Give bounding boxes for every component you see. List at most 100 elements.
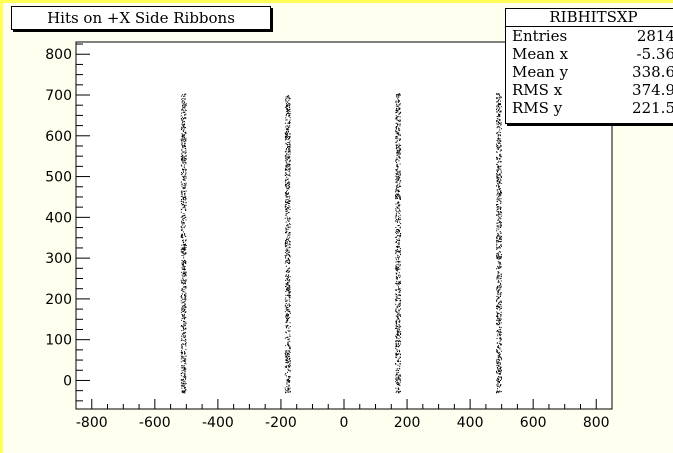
- hit-point: [287, 156, 289, 158]
- hit-point: [289, 380, 291, 382]
- hit-point: [499, 295, 501, 297]
- hit-point: [285, 246, 287, 248]
- hit-point: [183, 160, 185, 162]
- hit-point: [287, 310, 289, 312]
- hit-point: [396, 157, 398, 159]
- hit-point: [287, 145, 288, 147]
- hit-point: [500, 307, 502, 309]
- hit-point: [285, 101, 287, 103]
- hit-point: [497, 93, 499, 95]
- hit-point: [396, 189, 398, 191]
- hit-point: [497, 100, 499, 102]
- hit-point: [497, 330, 499, 332]
- hit-point: [288, 384, 290, 386]
- hit-point: [396, 126, 398, 127]
- hit-point: [496, 198, 498, 200]
- hit-point: [285, 169, 287, 170]
- hit-point: [185, 383, 187, 385]
- hit-point: [497, 355, 499, 357]
- hit-point: [185, 197, 187, 199]
- hit-point: [285, 249, 287, 251]
- hit-point: [398, 328, 400, 330]
- hit-point: [397, 207, 399, 209]
- hit-point: [182, 220, 184, 221]
- hit-point: [496, 105, 498, 107]
- hit-point: [397, 193, 399, 195]
- hit-point: [398, 289, 400, 291]
- hit-point: [286, 319, 288, 321]
- hit-point: [397, 178, 399, 180]
- hit-point: [182, 315, 183, 317]
- hit-point: [497, 335, 499, 337]
- hit-point: [287, 111, 289, 112]
- hit-point: [182, 139, 184, 141]
- hit-point: [185, 204, 187, 206]
- hit-point: [497, 297, 499, 299]
- hit-point: [287, 101, 288, 103]
- hit-point: [184, 316, 186, 318]
- hit-point: [182, 262, 184, 264]
- hit-point: [395, 282, 397, 284]
- hit-point: [288, 113, 290, 115]
- hit-point: [185, 219, 187, 221]
- hit-point: [285, 260, 287, 262]
- hit-point: [182, 129, 184, 131]
- hit-point: [286, 362, 288, 364]
- hit-point: [184, 265, 186, 267]
- hit-point: [399, 256, 400, 258]
- hit-point: [497, 211, 499, 213]
- hit-point: [287, 238, 288, 240]
- hit-point: [397, 220, 399, 222]
- hit-point: [288, 141, 290, 143]
- hit-point: [496, 146, 498, 148]
- hit-point: [496, 324, 498, 326]
- hit-point: [289, 133, 291, 135]
- hit-point: [395, 265, 397, 267]
- hit-point: [288, 148, 290, 150]
- hit-point: [498, 370, 500, 372]
- hit-point: [498, 362, 500, 364]
- hit-point: [183, 135, 185, 136]
- hit-point: [185, 280, 187, 282]
- hit-point: [288, 289, 290, 291]
- hit-point: [496, 360, 498, 362]
- hit-point: [396, 206, 398, 208]
- hit-point: [286, 108, 288, 110]
- hit-point: [498, 272, 500, 274]
- hit-point: [395, 326, 397, 328]
- hit-point: [499, 173, 501, 175]
- hit-point: [288, 338, 290, 340]
- hit-point: [284, 180, 286, 182]
- hit-point: [499, 127, 501, 129]
- hit-point: [184, 244, 185, 245]
- hit-point: [399, 183, 401, 185]
- hit-point: [395, 196, 397, 198]
- hit-point: [288, 327, 290, 329]
- hit-point: [397, 235, 399, 237]
- hit-point: [497, 178, 499, 180]
- hit-point: [396, 390, 398, 392]
- hit-point: [286, 202, 288, 204]
- hit-point: [181, 352, 183, 354]
- y-tick-label: 0: [63, 373, 72, 389]
- hit-point: [399, 157, 401, 159]
- hit-point: [183, 244, 185, 246]
- hit-point: [183, 254, 185, 255]
- hit-point: [499, 354, 501, 356]
- hit-point: [496, 225, 498, 227]
- hit-point: [288, 276, 290, 278]
- hit-point: [182, 120, 184, 122]
- hit-point: [500, 176, 502, 178]
- hit-point: [498, 228, 500, 230]
- hit-point: [180, 296, 182, 297]
- hit-point: [287, 319, 289, 321]
- hit-point: [287, 141, 289, 143]
- hit-point: [395, 105, 397, 107]
- hit-point: [399, 345, 400, 347]
- hit-point: [497, 180, 499, 182]
- hit-point: [284, 122, 286, 124]
- hit-point: [183, 320, 185, 322]
- hit-point: [287, 144, 289, 145]
- hit-point: [287, 271, 289, 273]
- hit-point: [285, 208, 287, 210]
